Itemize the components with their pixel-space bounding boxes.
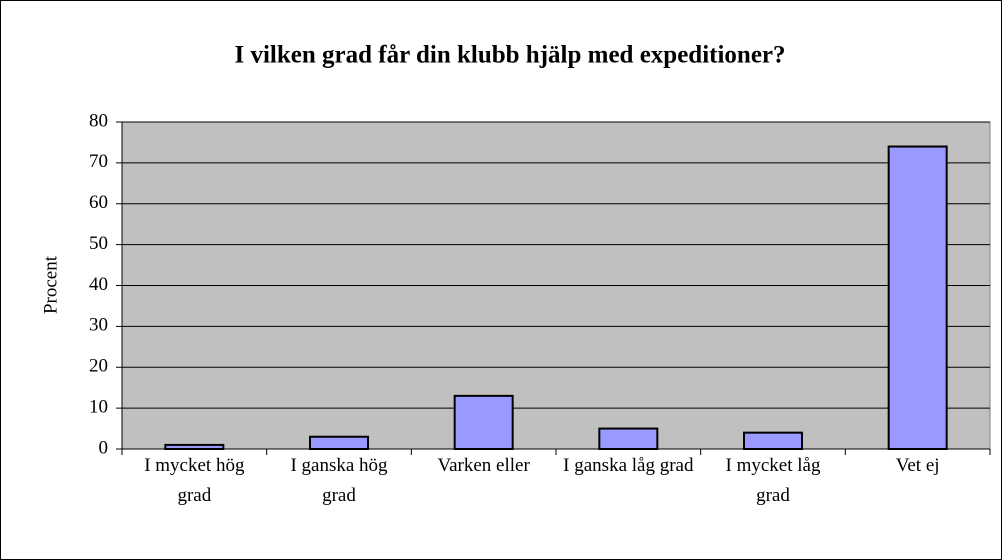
chart-title: I vilken grad får din klubb hjälp med ex… xyxy=(234,42,785,69)
y-axis-label: Procent xyxy=(40,255,61,314)
x-tick-label-box: I ganska hög grad xyxy=(290,455,388,506)
x-tick-label: I ganska hög grad xyxy=(290,455,388,506)
x-tick-label-box: I ganska låg grad xyxy=(563,455,694,476)
x-tick-label: I ganska låg grad xyxy=(563,455,694,476)
x-tick-label-box: Varken eller xyxy=(437,455,530,476)
bar xyxy=(309,435,369,450)
x-tick-label-box: I mycket låg grad xyxy=(725,455,821,506)
y-tick-label: 20 xyxy=(89,356,108,377)
y-tick-label: 30 xyxy=(89,315,108,336)
y-tick-label: 60 xyxy=(89,192,108,213)
bar xyxy=(743,431,803,450)
bar xyxy=(887,145,948,450)
bar xyxy=(453,394,514,450)
x-tick-label: Varken eller xyxy=(437,455,530,476)
bar xyxy=(164,443,225,451)
x-tick-label-box: Vet ej xyxy=(895,455,940,476)
bar xyxy=(598,427,659,450)
y-tick-label: 40 xyxy=(89,274,108,295)
y-tick-label: 70 xyxy=(89,151,108,172)
y-tick-label: 0 xyxy=(99,437,109,458)
y-tick-label: 80 xyxy=(89,110,108,131)
x-tick-label: I mycket låg grad xyxy=(725,455,821,506)
y-tick-label: 10 xyxy=(89,396,108,417)
y-tick-label: 50 xyxy=(89,233,108,254)
x-tick-label: I mycket hög grad xyxy=(144,455,245,506)
x-tick-label: Vet ej xyxy=(895,455,940,476)
x-tick-label-box: I mycket hög grad xyxy=(144,455,245,506)
